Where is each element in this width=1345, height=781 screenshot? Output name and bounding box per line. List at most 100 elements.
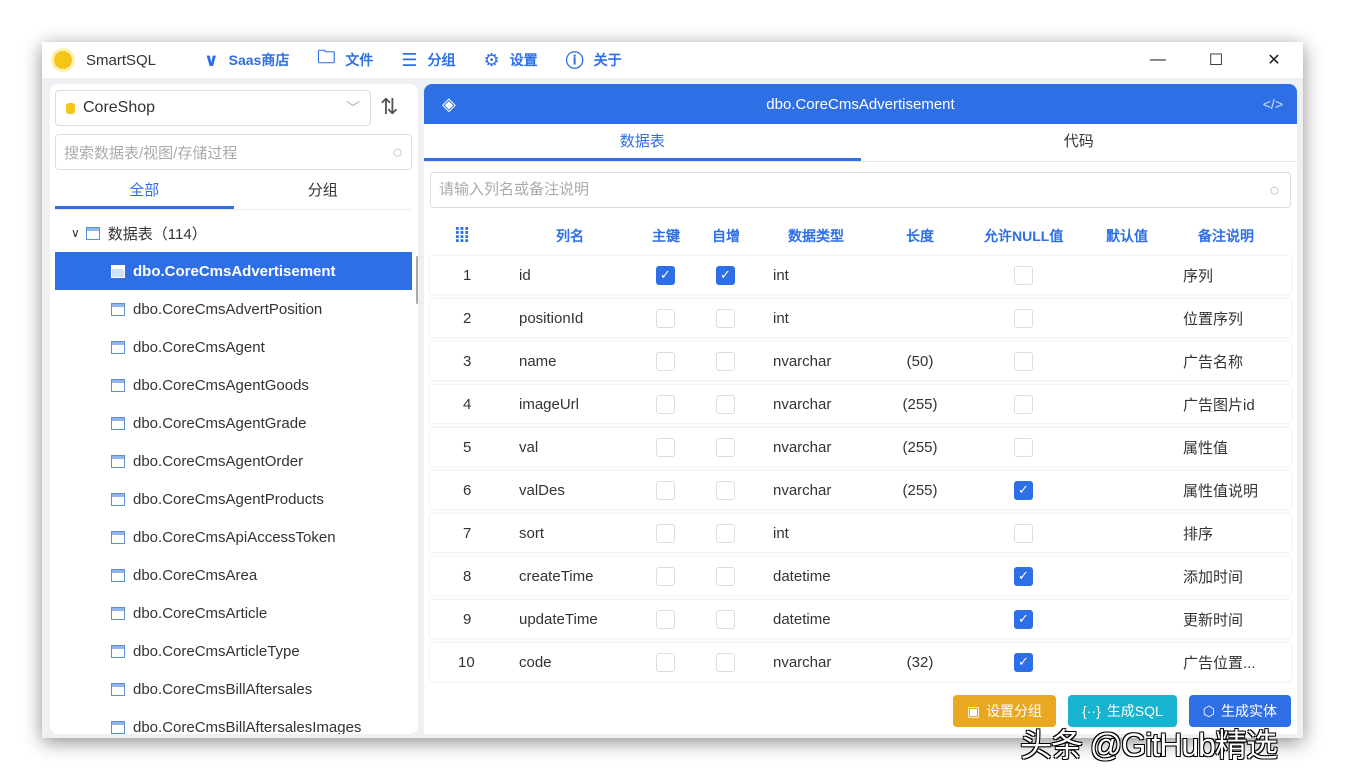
menu-about[interactable]: ⓘ 关于 bbox=[566, 47, 622, 73]
primary-key-checkbox[interactable]: ✓ bbox=[656, 265, 675, 285]
table-row[interactable]: 8 createTime datetime ✓ 添加时间 bbox=[430, 557, 1291, 595]
column-comment: 属性值 bbox=[1183, 439, 1229, 457]
nullable-checkbox[interactable] bbox=[1014, 308, 1033, 328]
data-type: nvarchar bbox=[773, 653, 832, 671]
refresh-icon[interactable]: ⇅ bbox=[380, 94, 399, 119]
generate-sql-button[interactable]: {··} 生成SQL bbox=[1068, 695, 1177, 727]
nullable-checkbox[interactable] bbox=[1014, 523, 1033, 543]
primary-key-checkbox[interactable] bbox=[656, 609, 675, 629]
generate-entity-button[interactable]: ⬡ 生成实体 bbox=[1188, 695, 1291, 727]
auto-increment-checkbox[interactable] bbox=[716, 351, 735, 371]
col-header-comment: 备注说明 bbox=[1198, 228, 1254, 244]
auto-increment-checkbox[interactable]: ✓ bbox=[716, 265, 735, 285]
minimize-button[interactable]: — bbox=[1150, 51, 1166, 68]
auto-increment-checkbox[interactable] bbox=[716, 652, 735, 672]
data-type: int bbox=[773, 309, 789, 327]
column-length: (255) bbox=[902, 481, 938, 499]
table-icon bbox=[111, 720, 125, 734]
close-button[interactable]: ✕ bbox=[1267, 52, 1281, 69]
nullable-checkbox[interactable] bbox=[1014, 394, 1033, 414]
sidebar-table-item[interactable]: dbo.CoreCmsApiAccessToken bbox=[55, 518, 412, 556]
primary-key-checkbox[interactable] bbox=[656, 437, 675, 457]
nullable-checkbox[interactable] bbox=[1014, 351, 1033, 371]
table-row[interactable]: 3 name nvarchar (50) 广告名称 bbox=[430, 342, 1291, 380]
auto-increment-checkbox[interactable] bbox=[716, 566, 735, 586]
table-search-input[interactable]: 搜索数据表/视图/存储过程 ○ bbox=[55, 134, 412, 170]
table-row[interactable]: 10 code nvarchar (32) ✓ 广告位置... bbox=[430, 643, 1291, 681]
sidebar-table-item[interactable]: dbo.CoreCmsAdvertPosition bbox=[55, 290, 412, 328]
menu-file[interactable]: 🗀 文件 bbox=[317, 45, 373, 75]
primary-key-checkbox[interactable] bbox=[656, 566, 675, 586]
nullable-checkbox[interactable]: ✓ bbox=[1014, 566, 1033, 586]
table-row[interactable]: 7 sort int 排序 bbox=[430, 514, 1291, 552]
primary-key-checkbox[interactable] bbox=[656, 652, 675, 672]
nullable-checkbox[interactable]: ✓ bbox=[1014, 652, 1033, 672]
search-icon[interactable]: ○ bbox=[392, 141, 403, 162]
tab-group[interactable]: 分组 bbox=[307, 182, 338, 199]
sidebar-table-item[interactable]: dbo.CoreCmsAgentOrder bbox=[55, 442, 412, 480]
grid-icon[interactable]: ⁞⁞⁞ bbox=[454, 224, 470, 247]
sidebar-table-item[interactable]: dbo.CoreCmsAgentGrade bbox=[55, 404, 412, 442]
primary-key-checkbox[interactable] bbox=[656, 523, 675, 543]
column-length: (255) bbox=[902, 438, 938, 456]
auto-increment-checkbox[interactable] bbox=[716, 480, 735, 500]
table-icon bbox=[111, 644, 125, 658]
column-length: (255) bbox=[902, 395, 938, 413]
data-type: datetime bbox=[773, 610, 831, 628]
sidebar-table-item[interactable]: dbo.CoreCmsArticle bbox=[55, 594, 412, 632]
table-name: dbo.CoreCmsBillAftersales bbox=[133, 680, 313, 698]
auto-increment-checkbox[interactable] bbox=[716, 609, 735, 629]
nullable-checkbox[interactable] bbox=[1014, 265, 1033, 285]
table-row[interactable]: 4 imageUrl nvarchar (255) 广告图片id bbox=[430, 385, 1291, 423]
database-select[interactable]: CoreShop ﹀ bbox=[55, 90, 371, 126]
sidebar-table-item[interactable]: dbo.CoreCmsBillAftersalesImages bbox=[55, 708, 412, 734]
primary-key-checkbox[interactable] bbox=[656, 351, 675, 371]
code-icon[interactable]: </> bbox=[1262, 96, 1283, 112]
primary-key-checkbox[interactable] bbox=[656, 394, 675, 414]
maximize-button[interactable]: ☐ bbox=[1208, 52, 1224, 69]
auto-increment-checkbox[interactable] bbox=[716, 523, 735, 543]
table-tree: ∨ 数据表（114） dbo.CoreCmsAdvertisement dbo.Co… bbox=[55, 214, 412, 734]
tab-code[interactable]: 代码 bbox=[1063, 133, 1094, 150]
nullable-checkbox[interactable]: ✓ bbox=[1014, 609, 1033, 629]
tab-datatable[interactable]: 数据表 bbox=[424, 124, 861, 161]
table-row[interactable]: 2 positionId int 位置序列 bbox=[430, 299, 1291, 337]
sidebar-scrollbar[interactable] bbox=[416, 256, 418, 304]
table-row[interactable]: 9 updateTime datetime ✓ 更新时间 bbox=[430, 600, 1291, 638]
sidebar-table-item[interactable]: dbo.CoreCmsArea bbox=[55, 556, 412, 594]
table-row[interactable]: 5 val nvarchar (255) 属性值 bbox=[430, 428, 1291, 466]
menu-label: 文件 bbox=[345, 52, 374, 68]
menu-settings[interactable]: ⚙ 设置 bbox=[483, 50, 537, 71]
column-rows: 1 id ✓ ✓ int 序列 2 positionId int 位置序列 3 nam… bbox=[430, 256, 1291, 686]
data-type: nvarchar bbox=[773, 481, 832, 499]
table-icon bbox=[111, 530, 125, 544]
sidebar-table-item[interactable]: dbo.CoreCmsArticleType bbox=[55, 632, 412, 670]
table-name: dbo.CoreCmsArea bbox=[133, 566, 258, 584]
row-number: 10 bbox=[458, 653, 475, 671]
sidebar-table-item[interactable]: dbo.CoreCmsAdvertisement bbox=[55, 252, 412, 290]
table-row[interactable]: 1 id ✓ ✓ int 序列 bbox=[430, 256, 1291, 294]
sidebar-table-item[interactable]: dbo.CoreCmsAgentProducts bbox=[55, 480, 412, 518]
primary-key-checkbox[interactable] bbox=[656, 308, 675, 328]
data-type: int bbox=[773, 266, 789, 284]
auto-increment-checkbox[interactable] bbox=[716, 437, 735, 457]
menu-group[interactable]: ☰ 分组 bbox=[401, 50, 455, 71]
set-group-button[interactable]: ▣ 设置分组 bbox=[952, 695, 1057, 727]
sidebar-table-item[interactable]: dbo.CoreCmsAgentGoods bbox=[55, 366, 412, 404]
nullable-checkbox[interactable]: ✓ bbox=[1014, 480, 1033, 500]
primary-key-checkbox[interactable] bbox=[656, 480, 675, 500]
sidebar-table-item[interactable]: dbo.CoreCmsAgent bbox=[55, 328, 412, 366]
column-search-input[interactable]: 请输入列名或备注说明 ○ bbox=[430, 172, 1291, 208]
database-name: CoreShop bbox=[83, 99, 156, 116]
tree-root-tables[interactable]: ∨ 数据表（114） bbox=[55, 214, 412, 252]
nullable-checkbox[interactable] bbox=[1014, 437, 1033, 457]
col-header-length: 长度 bbox=[906, 228, 934, 244]
table-row[interactable]: 6 valDes nvarchar (255) ✓ 属性值说明 bbox=[430, 471, 1291, 509]
column-length bbox=[870, 514, 970, 552]
menu-saas-store[interactable]: ∨ Saas商店 bbox=[204, 50, 289, 71]
auto-increment-checkbox[interactable] bbox=[716, 308, 735, 328]
tab-all[interactable]: 全部 bbox=[55, 176, 234, 209]
auto-increment-checkbox[interactable] bbox=[716, 394, 735, 414]
sidebar-table-item[interactable]: dbo.CoreCmsBillAftersales bbox=[55, 670, 412, 708]
search-icon[interactable]: ○ bbox=[1269, 180, 1280, 200]
